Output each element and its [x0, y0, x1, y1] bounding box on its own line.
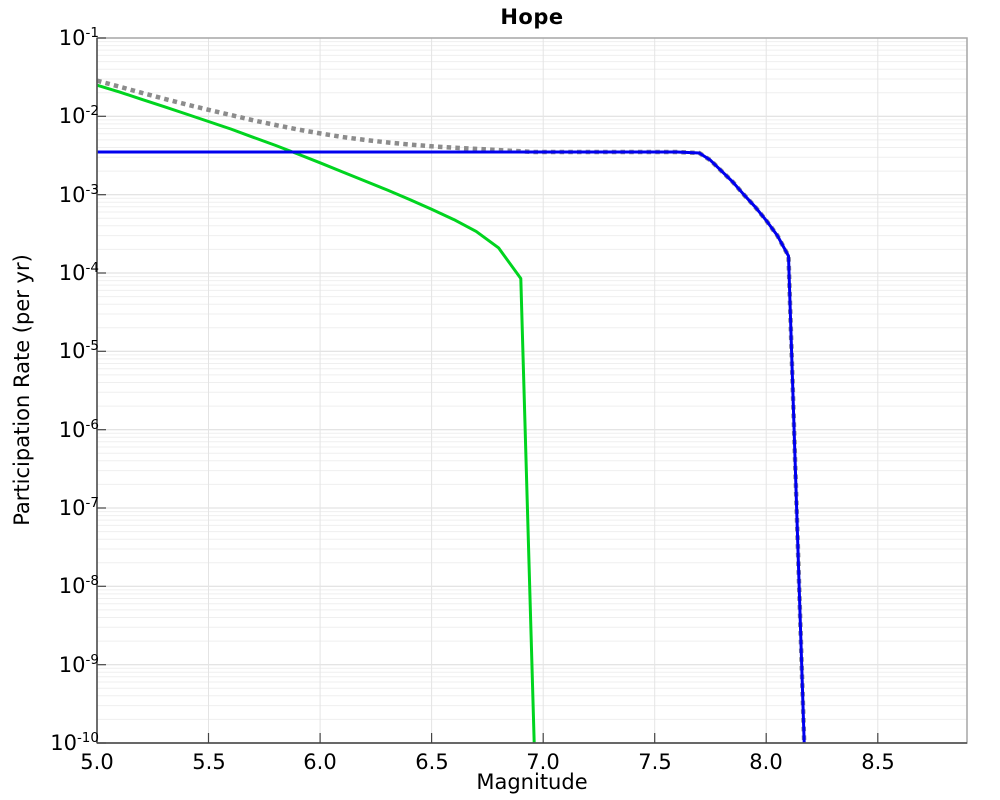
x-tick-label: 6.5 — [415, 750, 449, 774]
x-tick-label: 5.5 — [192, 750, 226, 774]
y-axis-title: Participation Rate (per yr) — [10, 254, 34, 526]
x-axis-title: Magnitude — [476, 770, 588, 794]
y-tick-label: 10-2 — [58, 103, 99, 128]
series-lines — [97, 78, 807, 743]
x-tick-label: 5.0 — [80, 750, 114, 774]
series-gray-dotted-total — [97, 78, 807, 743]
x-tick-label: 8.0 — [749, 750, 783, 774]
y-tick-label: 10-5 — [58, 338, 99, 363]
x-tick-label: 7.0 — [526, 750, 560, 774]
y-tick-label: 10-6 — [58, 417, 99, 442]
y-tick-label: 10-3 — [58, 182, 99, 207]
x-tick-label: 7.5 — [638, 750, 672, 774]
axes-frame — [96, 37, 968, 744]
y-tick-label: 10-4 — [58, 260, 99, 285]
tick-marks — [96, 37, 879, 744]
y-tick-label: 10-10 — [50, 730, 99, 755]
x-tick-label: 8.5 — [861, 750, 895, 774]
series-blue-solid — [97, 150, 806, 743]
y-tick-label: 10-1 — [58, 25, 99, 50]
series-green-solid — [97, 83, 536, 743]
chart-title: Hope — [500, 5, 564, 29]
y-tick-label: 10-7 — [58, 495, 99, 520]
y-tick-label: 10-8 — [58, 573, 99, 598]
minor-gridlines — [97, 41, 967, 720]
x-tick-label: 6.0 — [303, 750, 337, 774]
y-tick-label: 10-9 — [58, 652, 99, 677]
